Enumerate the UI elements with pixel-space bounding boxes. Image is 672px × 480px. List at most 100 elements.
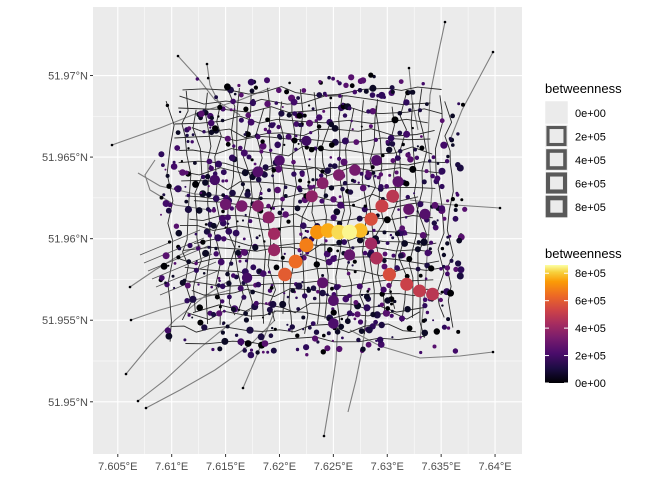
network-node [183, 338, 187, 342]
network-node [233, 108, 236, 111]
network-node [403, 180, 410, 187]
network-node [432, 224, 439, 231]
street [178, 166, 441, 177]
network-node [207, 119, 215, 127]
network-node [238, 309, 241, 311]
network-node [357, 319, 364, 325]
network-node [200, 174, 206, 180]
network-node [453, 208, 458, 212]
network-node [342, 113, 348, 118]
network-node [328, 163, 333, 168]
network-node [409, 165, 417, 173]
network-node [260, 139, 265, 144]
network-node [184, 170, 189, 175]
network-node [411, 126, 414, 130]
network-node [365, 170, 370, 175]
network-node [385, 241, 390, 246]
network-node [244, 191, 251, 198]
network-node [165, 173, 170, 178]
high-betweenness-node [375, 199, 389, 213]
network-node [368, 72, 374, 78]
network-node [456, 237, 463, 244]
x-tick-label: 7.64°E [478, 461, 511, 473]
network-node [282, 211, 289, 218]
network-node [167, 240, 172, 244]
network-node [491, 50, 495, 54]
high-betweenness-node [328, 318, 339, 329]
network-node [230, 306, 237, 312]
network-node [287, 328, 291, 332]
network-node [195, 77, 199, 81]
network-node [359, 171, 364, 176]
network-node [363, 204, 367, 208]
street [143, 237, 205, 264]
network-node [217, 258, 225, 266]
network-node [286, 323, 289, 326]
network-node [291, 159, 296, 165]
network-node [187, 147, 190, 150]
network-node [224, 179, 229, 183]
network-node [195, 246, 201, 251]
network-node [347, 189, 354, 195]
network-node [262, 164, 269, 171]
x-axis: 7.605°E 7.61°E 7.615°E 7.62°E 7.625°E 7.63°E 7… [98, 454, 512, 473]
network-node [270, 347, 277, 354]
network-node [187, 126, 192, 131]
network-node [214, 95, 219, 100]
network-node [225, 324, 230, 329]
high-betweenness-nodes [209, 135, 439, 329]
high-betweenness-node [268, 227, 281, 240]
x-tick-label: 7.62°E [263, 461, 296, 473]
high-betweenness-node [342, 224, 357, 240]
network-node [336, 239, 343, 246]
network-node [221, 193, 226, 198]
network-node [164, 281, 167, 285]
network-node [440, 290, 444, 294]
network-node [172, 160, 176, 164]
colorbar [545, 265, 568, 383]
network-node [350, 119, 353, 123]
network-node [299, 172, 305, 178]
network-node [361, 206, 368, 213]
colorbar-ticks: 8e+05 6e+05 4e+05 2e+05 0e+00 [545, 268, 606, 390]
network-node [424, 169, 429, 174]
network-node [333, 208, 341, 216]
network-node [378, 172, 384, 177]
network-node [331, 76, 335, 81]
network-node [351, 246, 355, 250]
network-node [263, 240, 266, 243]
network-node [255, 350, 260, 355]
network-node [394, 170, 399, 175]
network-node [330, 214, 337, 221]
network-node [304, 145, 309, 150]
network-node [330, 196, 337, 203]
network-node [398, 252, 404, 259]
high-betweenness-node [219, 198, 232, 211]
network-node [457, 102, 461, 106]
network-node [353, 300, 359, 305]
network-node [257, 269, 262, 273]
network-node [454, 203, 458, 208]
network-node [405, 194, 410, 200]
network-node [449, 258, 454, 263]
network-node [208, 208, 212, 213]
network-node [397, 208, 400, 211]
network-node [382, 251, 388, 257]
network-node [184, 205, 192, 214]
network-node [322, 109, 326, 113]
network-node [204, 173, 211, 180]
network-node [301, 255, 307, 261]
network-node [367, 185, 370, 188]
network-node [382, 309, 390, 317]
network-node [308, 147, 315, 153]
size-legend-label: 4e+05 [575, 155, 606, 167]
network-node [455, 162, 461, 168]
network-node [240, 149, 248, 157]
network-node [289, 324, 295, 330]
street [179, 95, 431, 106]
network-node [346, 271, 351, 276]
network-node [202, 179, 209, 186]
network-node [174, 187, 178, 191]
network-node [389, 233, 393, 237]
network-node [399, 315, 405, 322]
